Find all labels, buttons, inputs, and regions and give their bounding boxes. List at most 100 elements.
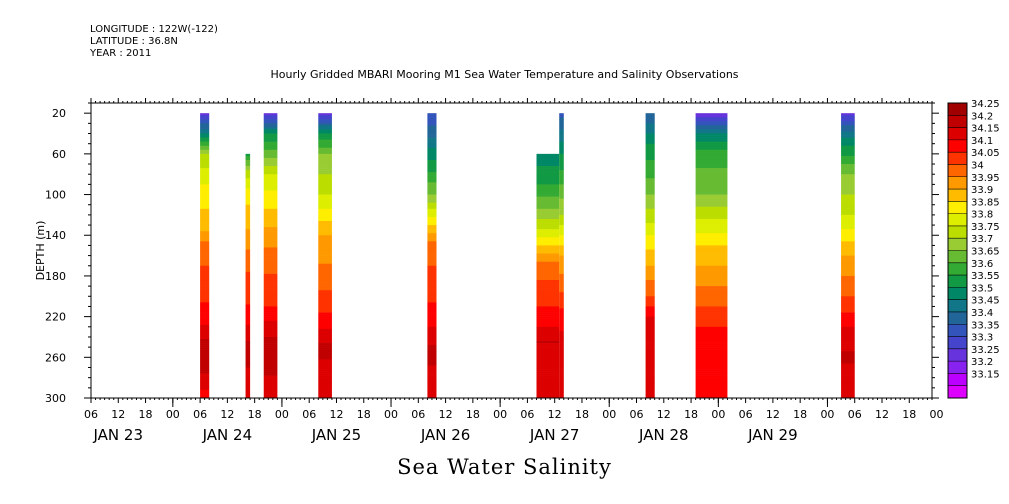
data-cell xyxy=(695,271,728,275)
data-cell xyxy=(318,395,332,399)
data-cell xyxy=(559,123,564,126)
data-cell xyxy=(695,349,728,352)
data-cell xyxy=(695,157,728,161)
data-cell xyxy=(200,131,210,134)
data-cell xyxy=(841,229,855,232)
data-cell xyxy=(263,389,278,393)
data-cell xyxy=(645,208,655,212)
data-cell xyxy=(263,170,278,173)
data-cell xyxy=(841,202,855,206)
data-cell xyxy=(427,261,437,265)
data-cell xyxy=(245,369,251,372)
data-cell xyxy=(318,367,332,370)
data-cell xyxy=(841,172,855,175)
data-cell xyxy=(841,343,855,346)
data-cell xyxy=(841,320,855,324)
data-cell xyxy=(318,339,332,342)
data-cell xyxy=(536,155,560,159)
data-cell xyxy=(536,336,560,340)
data-cell xyxy=(559,155,564,159)
data-cell xyxy=(200,245,210,248)
colorbar-label: 33.9 xyxy=(971,185,993,196)
data-cell xyxy=(536,302,560,305)
data-cell xyxy=(427,373,437,376)
data-cell xyxy=(245,314,251,317)
data-cell xyxy=(200,318,210,321)
data-cell xyxy=(200,231,210,234)
data-cell xyxy=(695,170,728,173)
data-cell xyxy=(645,393,655,397)
colorbar-label: 33.15 xyxy=(971,369,1000,380)
data-cell xyxy=(645,202,655,206)
data-cell xyxy=(841,247,855,250)
data-cell xyxy=(536,261,560,265)
data-cell xyxy=(245,395,251,399)
data-cell xyxy=(318,381,332,385)
data-cell xyxy=(263,263,278,267)
data-cell xyxy=(200,113,210,116)
data-cell xyxy=(318,371,332,374)
data-cell xyxy=(559,125,564,128)
data-cell xyxy=(245,237,251,240)
data-cell xyxy=(427,155,437,159)
data-cell xyxy=(841,164,855,167)
data-cell xyxy=(841,314,855,317)
data-cell xyxy=(536,349,560,352)
data-cell xyxy=(427,239,437,242)
data-cell xyxy=(200,202,210,206)
data-cell xyxy=(263,351,278,354)
data-cell xyxy=(427,282,437,285)
data-cell xyxy=(841,188,855,191)
data-cell xyxy=(841,259,855,262)
data-cell xyxy=(245,231,251,234)
data-cell xyxy=(536,164,560,167)
data-cell xyxy=(695,253,728,256)
data-cell xyxy=(536,221,560,224)
data-cell xyxy=(427,202,437,206)
data-cell xyxy=(200,237,210,240)
data-cell xyxy=(263,347,278,350)
data-cell xyxy=(263,334,278,338)
x-tick-label: 12 xyxy=(439,408,453,421)
data-cell xyxy=(559,371,564,374)
data-cell xyxy=(536,347,560,350)
data-cell xyxy=(695,263,728,267)
data-cell xyxy=(559,153,564,157)
data-cell xyxy=(645,312,655,315)
data-cell xyxy=(318,184,332,187)
data-cell xyxy=(536,341,560,344)
data-cell xyxy=(427,192,437,195)
data-cell xyxy=(318,275,332,279)
data-cell xyxy=(427,369,437,372)
data-cell xyxy=(318,273,332,277)
data-cell xyxy=(645,300,655,303)
data-cell xyxy=(318,302,332,305)
data-cell xyxy=(695,261,728,265)
data-cell xyxy=(645,322,655,326)
data-cell xyxy=(427,251,437,254)
data-cell xyxy=(841,221,855,224)
data-cell xyxy=(536,257,560,260)
plot-frame xyxy=(90,102,933,399)
data-cell xyxy=(427,334,437,338)
data-cell xyxy=(841,157,855,161)
data-cell xyxy=(200,312,210,315)
data-cell xyxy=(695,330,728,334)
data-cell xyxy=(200,383,210,387)
data-cell xyxy=(245,249,251,252)
data-cell xyxy=(318,320,332,324)
colorbar-swatch xyxy=(948,361,967,374)
data-cell xyxy=(200,155,210,159)
data-cell xyxy=(263,326,278,330)
data-cell xyxy=(645,227,655,230)
data-cell xyxy=(695,355,728,358)
data-cell xyxy=(263,231,278,234)
data-cell xyxy=(559,282,564,285)
x-tick-label: 06 xyxy=(739,408,753,421)
data-cell xyxy=(318,375,332,378)
data-cell xyxy=(427,188,437,191)
data-cell xyxy=(427,355,437,358)
data-cell xyxy=(645,229,655,232)
data-cell xyxy=(263,115,278,118)
y-tick-label: 180 xyxy=(45,270,66,283)
